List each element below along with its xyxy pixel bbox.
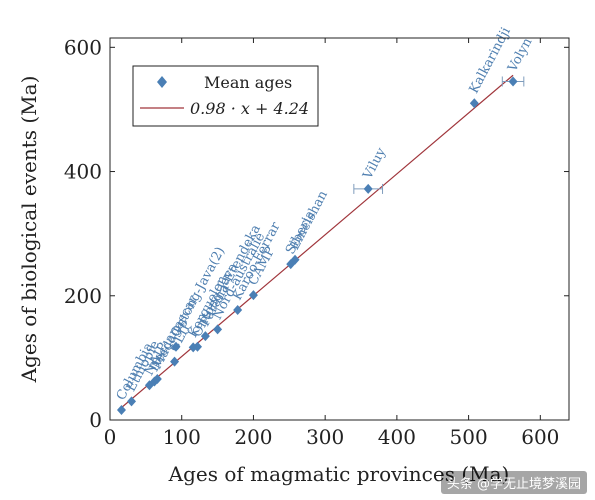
x-axis-title: Ages of magmatic provinces (Ma)	[168, 462, 510, 486]
watermark: 头条 @学无止境梦溪园	[440, 471, 587, 494]
data-point	[127, 396, 137, 407]
data-point	[469, 98, 479, 109]
y-axis: 0 200 400 600	[64, 35, 569, 432]
x-tick-label: 100	[163, 425, 201, 449]
plot-frame	[109, 37, 570, 421]
data-point	[152, 374, 162, 385]
data-point	[363, 183, 373, 194]
legend-diamond-icon	[157, 76, 167, 88]
legend-box	[132, 65, 319, 127]
data-point	[170, 356, 180, 367]
data-point	[200, 331, 210, 342]
data-point	[248, 290, 258, 301]
x-tick-label: 400	[378, 425, 416, 449]
data-point	[213, 324, 223, 335]
legend: Mean ages 0.98 · x + 4.24	[132, 65, 319, 127]
data-point	[233, 305, 243, 316]
data-point-label: Emeishan	[287, 188, 331, 253]
y-tick-label: 400	[64, 160, 102, 184]
legend-series-label: Mean ages	[204, 73, 292, 92]
data-point-label: Viluy	[360, 145, 390, 183]
data-point	[116, 405, 126, 416]
x-axis: 0 100 200 300 400 500 600	[104, 38, 559, 449]
x-tick-label: 200	[234, 425, 272, 449]
x-tick-label: 500	[450, 425, 488, 449]
data-point	[290, 254, 300, 265]
data-point-label: Kalkarindji	[467, 25, 514, 96]
y-axis-title: Ages of biological events (Ma)	[17, 76, 41, 384]
data-point-label: Volyn	[505, 35, 536, 75]
data-point	[192, 341, 202, 352]
y-tick-label: 200	[64, 284, 102, 308]
fit-line	[121, 74, 514, 409]
data-point	[171, 341, 181, 352]
y-tick-label: 0	[89, 408, 102, 432]
x-tick-label: 0	[104, 425, 117, 449]
x-tick-label: 300	[306, 425, 344, 449]
data-point	[508, 76, 518, 87]
x-tick-label: 600	[521, 425, 559, 449]
y-tick-label: 600	[64, 35, 102, 59]
legend-fit-label: 0.98 · x + 4.24	[190, 99, 309, 118]
